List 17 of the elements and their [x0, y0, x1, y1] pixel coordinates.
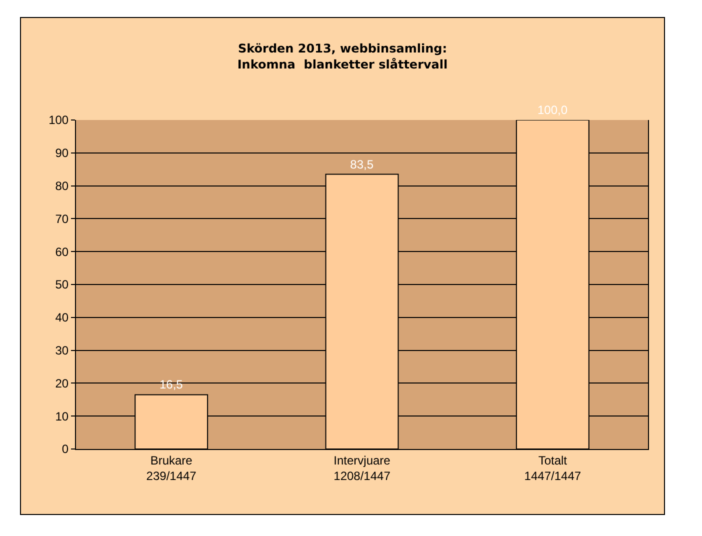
y-tick-label: 50 [55, 278, 69, 292]
x-tick-label: Brukare 239/1447 [146, 453, 197, 483]
x-tick-label: Intervjuare 1208/1447 [334, 453, 391, 483]
y-tick-label: 30 [55, 344, 69, 358]
y-tick-label: 20 [55, 376, 69, 390]
y-tick-label: 10 [55, 409, 69, 424]
y-tick-label: 100 [48, 113, 69, 128]
y-tick-label: 90 [55, 146, 69, 160]
y-tick-label: 0 [62, 442, 69, 456]
data-label: 83,5 [350, 157, 374, 172]
x-tick-label: Totalt 1447/1447 [524, 453, 582, 483]
chart-title: Skörden 2013, webbinsamling: Inkomna blanketter slåttervall [237, 42, 448, 72]
y-tick-label: 70 [55, 212, 69, 226]
y-tick-label: 40 [55, 310, 69, 325]
data-label: 100,0 [537, 103, 568, 117]
y-tick-label: 80 [55, 179, 69, 193]
y-tick-label: 60 [55, 244, 69, 259]
